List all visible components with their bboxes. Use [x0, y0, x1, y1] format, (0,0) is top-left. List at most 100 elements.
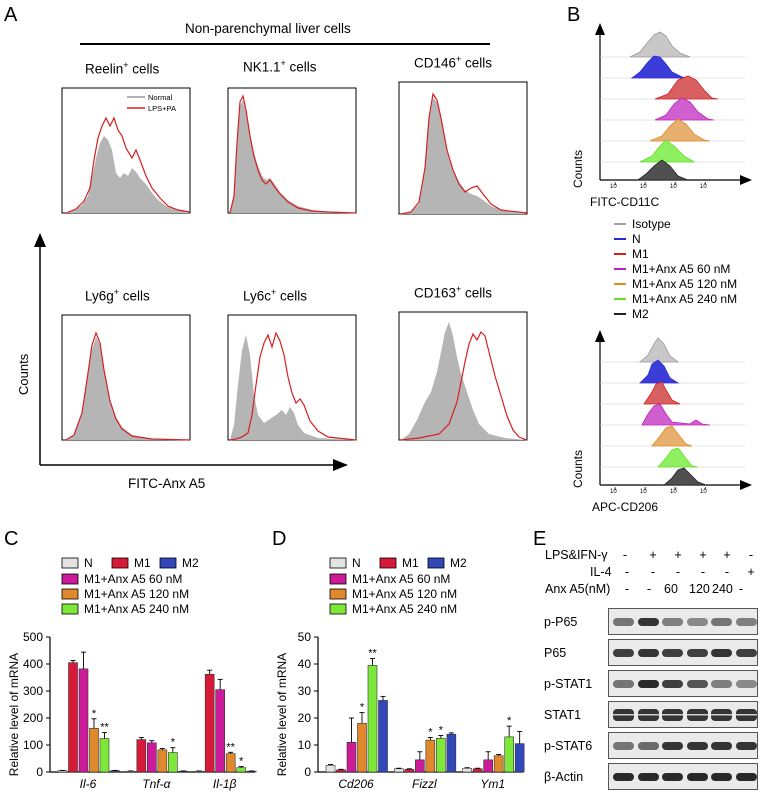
svg-text:1: 1	[614, 486, 617, 491]
blot-band	[613, 773, 634, 781]
legend-label: M1	[134, 556, 151, 570]
bar	[436, 737, 446, 773]
svg-text:10: 10	[640, 184, 647, 190]
treatment-value: +	[649, 548, 657, 562]
legend-label: M1+Anx A5 60 nM	[352, 572, 450, 586]
treatment-label: IL-4	[590, 565, 612, 579]
legend-swatch	[614, 282, 626, 285]
blot-band	[711, 773, 732, 781]
legend-swatch	[61, 603, 79, 615]
x-tick-label: Fizzl	[412, 777, 437, 791]
treatment-value: -	[748, 548, 754, 562]
cd206-ticks: 101 102 103 104	[610, 486, 707, 495]
cd206-x-label: APC-CD206	[592, 500, 659, 514]
blot-label: P65	[544, 646, 567, 660]
bar	[89, 727, 99, 773]
bar	[483, 759, 493, 773]
treatment-value: -	[624, 565, 630, 579]
svg-text:10: 10	[640, 489, 647, 495]
x-tick-label: Il-6	[80, 777, 97, 791]
panel-label-c: C	[4, 528, 19, 550]
blot-band	[711, 680, 732, 688]
y-tick-label: 300	[23, 684, 43, 698]
significance-mark: **	[226, 741, 235, 753]
blot-band	[662, 649, 683, 657]
y-tick-label: 10	[298, 738, 312, 752]
blot-band	[662, 709, 683, 721]
bar	[346, 742, 357, 773]
blot-band	[686, 773, 708, 781]
legend-swatch	[111, 557, 129, 569]
blot-band	[662, 618, 683, 626]
blot-label: p-P65	[544, 615, 578, 629]
cell-label-ly6c: Ly6c+ cells	[243, 287, 308, 304]
legend-lpspa-label: LPS+PA	[148, 104, 176, 113]
svg-text:1: 1	[614, 181, 617, 186]
y-tick-label: 500	[23, 630, 43, 644]
y-arrow-icon	[34, 233, 46, 247]
y-tick-label: 20	[298, 711, 312, 725]
treatment-value: -	[646, 582, 652, 596]
blot-label: p-STAT6	[544, 739, 593, 753]
y-tick-label: 0	[304, 765, 311, 779]
blot-band	[735, 618, 757, 626]
blot-band	[613, 618, 634, 626]
bar	[425, 739, 436, 773]
panel-a-y-label: Counts	[16, 353, 31, 395]
cd11c-x-label: FITC-CD11C	[590, 195, 660, 209]
significance-mark: *	[239, 756, 244, 768]
cd11c-y-label: Counts	[571, 150, 585, 188]
panel-b-legend: Isotype N M1 M1+Anx A5 60 nM M1+Anx A5 1…	[614, 216, 737, 321]
bar	[57, 770, 68, 773]
histogram-ly6c	[227, 314, 357, 441]
blot-band	[637, 773, 659, 781]
treatment-value: +	[747, 565, 755, 579]
cell-label-reelin: Reelin+ cells	[85, 60, 160, 77]
y-tick-label: 200	[23, 711, 43, 725]
blot-band	[735, 742, 757, 750]
treatment-value: -	[724, 565, 730, 579]
treatment-value: 60	[664, 582, 678, 596]
legend-swatch	[61, 557, 79, 569]
legend-label: M1+Anx A5 60 nM	[84, 572, 182, 586]
bar	[378, 700, 388, 773]
svg-text:3: 3	[674, 181, 677, 186]
treatment-value: -	[624, 582, 630, 596]
y-axis-label: Relative level of mRNA	[7, 653, 21, 776]
cell-label-cd146: CD146+ cells	[414, 54, 493, 71]
legend-label: N	[84, 556, 93, 570]
blot-band	[613, 742, 634, 750]
significance-mark: *	[507, 715, 512, 727]
svg-text:2: 2	[644, 486, 647, 491]
legend-swatch	[614, 222, 626, 225]
histogram-cd146	[398, 81, 528, 215]
y-tick-label: 40	[298, 657, 312, 671]
x-arrow-icon	[333, 459, 348, 471]
x-tick-label: Ym1	[480, 777, 505, 791]
legend-label: M2	[450, 556, 467, 570]
legend-swatch	[427, 557, 445, 569]
legend-swatch	[61, 573, 79, 585]
significance-mark: *	[439, 725, 444, 737]
bar	[514, 743, 525, 773]
legend-swatch	[329, 603, 347, 615]
svg-text:10: 10	[670, 184, 677, 190]
blot-band	[686, 649, 708, 657]
bar	[136, 739, 147, 773]
bar	[68, 662, 78, 773]
legend-swatch	[329, 573, 347, 585]
legend-swatch	[614, 267, 626, 270]
blot-band	[637, 618, 659, 626]
svg-text:3: 3	[674, 486, 677, 491]
blot-strip	[608, 763, 758, 790]
bar	[446, 733, 457, 773]
svg-text:4: 4	[704, 181, 707, 186]
blot-band	[711, 742, 732, 750]
blot-strip	[608, 608, 758, 635]
blot-label: STAT1	[544, 708, 582, 722]
svg-text:10: 10	[670, 489, 677, 495]
treatment-value: -	[650, 565, 656, 579]
panel-b-histograms: 101 102 103 104 Counts 101 102 103 104 C…	[571, 23, 752, 495]
bar	[367, 665, 378, 773]
